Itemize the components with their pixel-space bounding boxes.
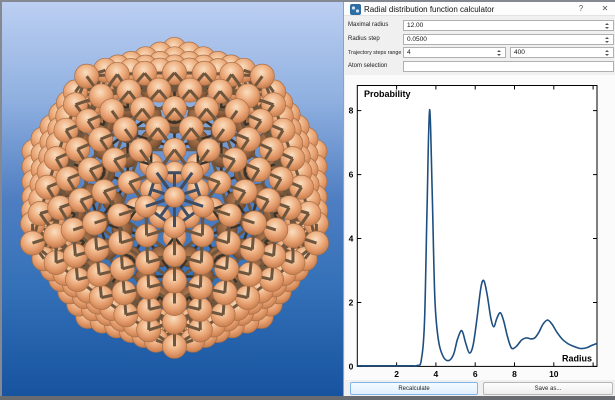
svg-text:10: 10 [549, 369, 559, 379]
svg-text:2: 2 [349, 298, 354, 308]
svg-text:8: 8 [512, 369, 517, 379]
svg-text:Radius: Radius [562, 353, 592, 363]
svg-text:Probability: Probability [364, 89, 411, 99]
svg-text:6: 6 [349, 170, 354, 180]
svg-text:4: 4 [434, 369, 439, 379]
svg-text:0: 0 [349, 361, 354, 371]
svg-text:2: 2 [394, 369, 399, 379]
svg-text:6: 6 [473, 369, 478, 379]
svg-text:4: 4 [349, 234, 354, 244]
svg-text:8: 8 [349, 106, 354, 116]
